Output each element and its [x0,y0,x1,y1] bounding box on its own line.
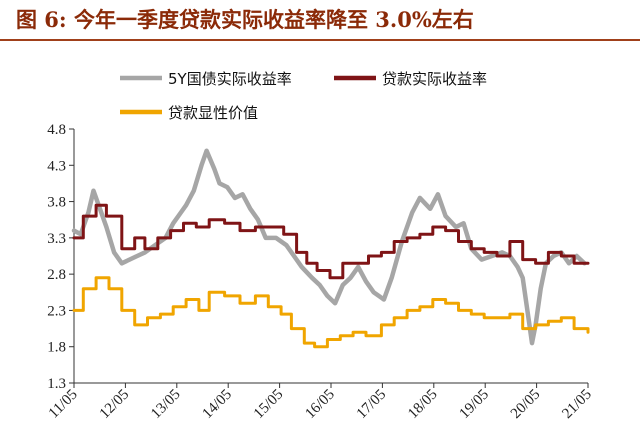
x-tick-label: 13/05 [148,387,183,422]
x-tick-label: 18/05 [405,387,440,422]
chart-title: 图 6: 今年一季度贷款实际收益率降至 3.0%左右 [16,7,474,32]
y-tick-label: 1.8 [47,340,66,356]
x-tick-label: 20/05 [508,387,543,422]
title-underline [0,39,640,41]
legend-label: 5Y国债实际收益率 [168,70,292,88]
y-tick-label: 3.3 [47,231,66,247]
y-tick-label: 3.8 [47,195,66,211]
y-tick-label: 4.8 [47,122,66,138]
x-tick-label: 16/05 [302,387,337,422]
series-line-0 [71,148,587,346]
x-tick-label: 19/05 [457,387,492,422]
y-tick-label: 1.3 [47,376,66,392]
y-tick-label: 2.8 [47,267,66,283]
x-tick-label: 21/05 [559,387,594,422]
legend-label: 贷款显性价值 [168,104,258,122]
x-tick-label: 15/05 [251,387,286,422]
legend-label: 贷款实际收益率 [382,70,487,88]
series-line-2 [72,276,590,349]
x-tick-label: 17/05 [354,387,389,422]
x-tick-label: 12/05 [97,387,132,422]
y-tick-label: 2.3 [47,303,66,319]
y-tick-label: 4.3 [47,158,66,174]
x-tick-label: 14/05 [200,387,235,422]
series-line-1 [72,203,590,280]
chart-series [71,148,590,349]
